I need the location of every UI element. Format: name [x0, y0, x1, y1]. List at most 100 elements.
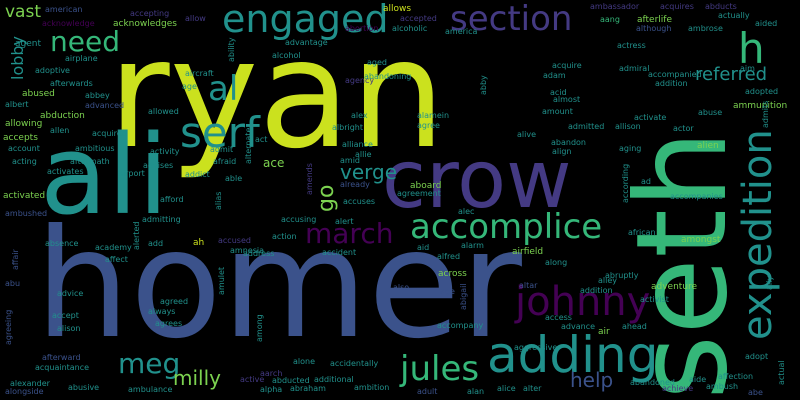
- cloud-word-aftermath: aftermath: [70, 157, 110, 166]
- cloud-word-accepted: accepted: [400, 14, 437, 23]
- cloud-word-acting: acting: [12, 157, 37, 166]
- cloud-word-aging: aging: [619, 144, 642, 153]
- cloud-word-acquire: acquire: [552, 61, 582, 70]
- cloud-word-alarm: alarm: [461, 241, 484, 250]
- cloud-word-afterlife: afterlife: [637, 15, 672, 25]
- cloud-word-age: age: [182, 82, 197, 91]
- cloud-word-agreement: agreement: [397, 189, 441, 198]
- cloud-word-address: address: [243, 249, 275, 258]
- cloud-word-allows: allows: [383, 4, 412, 14]
- cloud-word-abandon: abandon: [551, 138, 586, 147]
- cloud-word-allow: allow: [185, 14, 206, 23]
- cloud-word-alien: alien: [697, 141, 719, 151]
- cloud-word-allen: allen: [50, 126, 70, 135]
- cloud-word-alpha: alpha: [260, 385, 283, 394]
- cloud-word-amnesia: amnesia: [230, 246, 264, 255]
- cloud-word-acquired: acquired: [92, 129, 127, 138]
- cloud-word-airfield: airfield: [512, 247, 544, 257]
- cloud-word-although: although: [636, 24, 672, 33]
- cloud-word-agrees: agrees: [155, 319, 183, 328]
- cloud-word-agreed: agreed: [160, 297, 189, 306]
- cloud-word-addition: addition: [655, 79, 688, 88]
- cloud-word-aim: aim: [740, 64, 755, 73]
- cloud-word-actually: actually: [718, 11, 750, 20]
- cloud-word-ahead: ahead: [622, 322, 647, 331]
- cloud-word-actress: actress: [617, 41, 646, 50]
- cloud-word-h: h: [738, 24, 765, 73]
- cloud-word-amongst: amongst: [681, 235, 721, 245]
- cloud-word-acquires: acquires: [660, 2, 694, 11]
- cloud-word-vast: vast: [5, 2, 42, 22]
- cloud-word-amount: amount: [542, 107, 573, 116]
- cloud-word-adopted: adopted: [745, 87, 779, 96]
- cloud-word-ambrose: ambrose: [688, 24, 723, 33]
- cloud-word-jules: jules: [400, 349, 480, 389]
- cloud-word-african: african: [628, 228, 656, 237]
- cloud-word-afterward: afterward: [42, 353, 81, 362]
- cloud-word-air: air: [598, 327, 610, 337]
- cloud-word-allowed: allowed: [148, 107, 179, 116]
- cloud-word-verge: verge: [340, 160, 398, 184]
- cloud-word-agent: agent: [15, 39, 41, 49]
- cloud-word-affair: affair: [11, 249, 20, 270]
- cloud-word-across: across: [438, 269, 467, 279]
- cloud-word-ambush: ambush: [706, 382, 739, 391]
- cloud-word-admitted: admitted: [568, 122, 605, 131]
- cloud-word-almost: almost: [553, 95, 581, 104]
- cloud-word-albert: albert: [5, 100, 29, 109]
- cloud-word-accept: accept: [52, 311, 79, 320]
- cloud-word-alamein: alamein: [417, 111, 450, 120]
- cloud-word-among: among: [255, 314, 264, 342]
- cloud-word-able: able: [225, 174, 243, 183]
- cloud-word-alliance: alliance: [342, 140, 373, 149]
- cloud-word-crow: crow: [382, 133, 572, 226]
- cloud-word-align: align: [552, 147, 572, 156]
- cloud-word-amid: amid: [340, 156, 360, 165]
- cloud-word-always: always: [148, 307, 176, 316]
- cloud-word-admit: admit: [210, 145, 234, 154]
- cloud-word-allowing: allowing: [5, 119, 43, 129]
- cloud-word-addition-2: addition: [580, 286, 613, 295]
- cloud-word-activate: activate: [634, 113, 667, 122]
- cloud-word-afford: afford: [160, 195, 184, 204]
- cloud-word-already: already: [340, 180, 370, 189]
- cloud-word-add: add: [148, 239, 164, 248]
- cloud-word-abortion: abortion: [345, 24, 379, 33]
- cloud-word-ryan: ryan: [108, 8, 446, 182]
- cloud-word-alley: alley: [598, 276, 618, 285]
- cloud-word-alcohol: alcohol: [272, 51, 301, 60]
- cloud-word-al: al: [208, 69, 239, 109]
- cloud-word-adventure: adventure: [651, 282, 698, 292]
- cloud-word-abducts: abducts: [705, 2, 737, 11]
- cloud-word-activist: activist: [640, 295, 669, 304]
- cloud-word-alongside: alongside: [5, 387, 44, 396]
- cloud-word-affect: affect: [105, 255, 128, 264]
- cloud-word-abused: abused: [22, 89, 55, 99]
- cloud-word-alone: alone: [293, 357, 316, 366]
- cloud-word-actor: actor: [673, 124, 694, 133]
- cloud-word-abducted: abducted: [272, 376, 310, 385]
- cloud-word-accidentally: accidentally: [330, 359, 379, 368]
- cloud-word-accompany: accompany: [437, 321, 484, 330]
- cloud-word-ambulance: ambulance: [128, 385, 173, 394]
- cloud-word-adopt: adopt: [745, 352, 769, 361]
- cloud-word-action: action: [272, 232, 297, 241]
- cloud-word-affection: affection: [718, 372, 754, 381]
- cloud-word-ah: ah: [193, 238, 205, 248]
- cloud-word-accompanied: accompanied: [648, 70, 702, 79]
- cloud-word-acquaintance: acquaintance: [35, 363, 90, 372]
- cloud-word-addict: addict: [185, 170, 210, 179]
- cloud-word-accepts: accepts: [3, 133, 38, 143]
- cloud-word-ace: ace: [263, 156, 285, 170]
- cloud-word-advance: advance: [561, 322, 596, 331]
- cloud-word-ambition: ambition: [354, 383, 390, 392]
- cloud-word-alert: alert: [335, 217, 354, 226]
- cloud-word-milly: milly: [173, 366, 221, 390]
- cloud-word-abruptly: abruptly: [605, 271, 639, 280]
- cloud-word-acid: acid: [550, 88, 567, 97]
- cloud-word-airport: airport: [118, 169, 145, 178]
- cloud-word-adult: adult: [417, 387, 438, 396]
- cloud-word-homer: homer: [35, 198, 522, 372]
- cloud-word-aggressive: aggressive: [514, 343, 558, 352]
